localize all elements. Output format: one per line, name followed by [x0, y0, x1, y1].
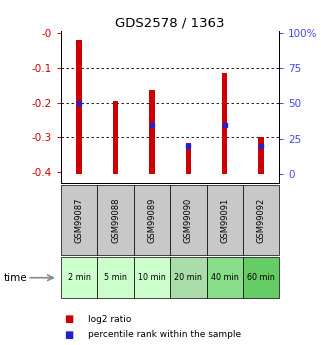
Bar — [113, 101, 118, 174]
Bar — [61, 185, 97, 255]
Bar — [97, 185, 134, 255]
Bar — [61, 257, 97, 298]
Text: ■: ■ — [64, 314, 74, 324]
Text: GSM99092: GSM99092 — [256, 197, 265, 243]
Bar — [186, 143, 191, 174]
Bar — [243, 257, 279, 298]
Bar — [222, 73, 227, 174]
Text: 20 min: 20 min — [174, 273, 202, 282]
Bar — [149, 90, 155, 174]
Text: GSM99090: GSM99090 — [184, 197, 193, 243]
Bar — [206, 257, 243, 298]
Text: ■: ■ — [64, 330, 74, 339]
Text: GSM99089: GSM99089 — [147, 197, 156, 243]
Bar — [134, 257, 170, 298]
Text: 40 min: 40 min — [211, 273, 239, 282]
Text: log2 ratio: log2 ratio — [88, 315, 132, 324]
Text: GSM99091: GSM99091 — [220, 197, 229, 243]
Text: 10 min: 10 min — [138, 273, 166, 282]
Bar — [170, 257, 206, 298]
Text: GSM99088: GSM99088 — [111, 197, 120, 243]
Bar — [76, 40, 82, 174]
Bar — [258, 138, 264, 174]
Text: GSM99087: GSM99087 — [75, 197, 84, 243]
Bar — [243, 185, 279, 255]
Text: 60 min: 60 min — [247, 273, 275, 282]
Text: 2 min: 2 min — [68, 273, 91, 282]
Text: time: time — [3, 273, 27, 283]
Title: GDS2578 / 1363: GDS2578 / 1363 — [115, 17, 225, 30]
Text: 5 min: 5 min — [104, 273, 127, 282]
Bar — [206, 185, 243, 255]
Bar — [97, 257, 134, 298]
Bar — [134, 185, 170, 255]
Bar — [170, 185, 206, 255]
Text: percentile rank within the sample: percentile rank within the sample — [88, 330, 241, 339]
